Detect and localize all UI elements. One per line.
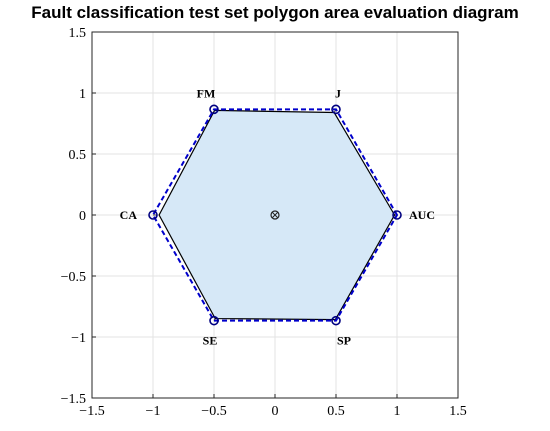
vertex-labels: AUC J FM CA SE SP (120, 86, 435, 347)
x-tick-label: −1 (146, 404, 161, 419)
vertex-marker (209, 104, 219, 115)
x-tick-label: −1.5 (79, 404, 104, 419)
y-tick-label: −0.5 (61, 270, 86, 285)
vertex-label-se: SE (203, 334, 218, 348)
vertex-marker (148, 210, 158, 220)
x-tick-label: 0 (272, 404, 279, 419)
vertex-label-j: J (335, 86, 341, 100)
center-marker-cross (271, 211, 279, 219)
vertex-markers (148, 104, 402, 326)
y-tick-label: −1 (71, 331, 86, 346)
y-tick-label: −1.5 (61, 392, 86, 407)
vertex-label-auc: AUC (409, 208, 435, 222)
center-marker (270, 210, 280, 220)
vertex-marker (209, 315, 219, 326)
reference-polygon (151, 108, 399, 322)
chart-title: Fault classification test set polygon ar… (31, 3, 519, 22)
y-tick-label: 0 (79, 209, 86, 224)
x-tick-label: 1 (394, 404, 401, 419)
y-tick-label: 1 (79, 87, 86, 102)
vertex-marker (331, 315, 341, 326)
x-tick-label: 0.5 (327, 404, 345, 419)
x-tick-label: −0.5 (201, 404, 226, 419)
y-tick-label: 0.5 (69, 148, 87, 163)
vertex-label-sp: SP (337, 334, 351, 348)
y-tick-label: 1.5 (69, 26, 87, 41)
vertex-label-fm: FM (197, 86, 216, 100)
vertex-marker (392, 210, 402, 220)
tick-labels: −1.5 −1 −0.5 0 0.5 1 1.5 −1.5 −1 −0.5 0 0.5 1 1.5 (61, 26, 467, 419)
vertex-label-ca: CA (120, 208, 138, 222)
vertex-marker (331, 104, 341, 115)
x-tick-label: 1.5 (449, 404, 467, 419)
